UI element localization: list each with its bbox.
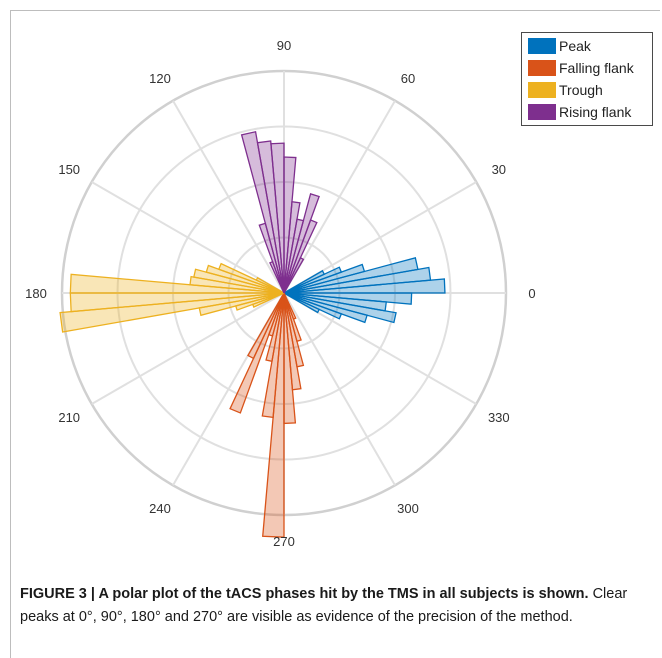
polar-plot: 0 30 60 90 120 150 180 210 240 270 300 330 <box>25 38 535 549</box>
histogram-bar <box>283 292 321 314</box>
histogram-bar <box>251 292 285 308</box>
histogram-bar <box>247 292 285 360</box>
angle-tick-label: 150 <box>58 162 80 177</box>
legend-item: Rising flank <box>528 102 631 122</box>
legend-label: Peak <box>559 38 591 54</box>
angle-tick-label: 270 <box>273 534 295 549</box>
figure-caption: FIGURE 3 | A polar plot of the tACS phas… <box>20 583 650 629</box>
angle-tick-label: 60 <box>401 71 415 86</box>
legend: Peak Falling flank Trough Rising flank <box>521 32 653 126</box>
legend-swatch <box>528 104 556 120</box>
grid-spoke <box>91 181 285 294</box>
histogram-bar <box>255 276 285 294</box>
grid-spoke <box>283 292 396 486</box>
legend-label: Falling flank <box>559 60 634 76</box>
histogram-bars <box>59 130 446 538</box>
angle-tick-label: 90 <box>277 38 291 53</box>
grid-spoke <box>172 100 285 294</box>
caption-rule <box>10 563 11 658</box>
angle-tick-label: 300 <box>397 501 419 516</box>
histogram-bar <box>283 292 297 320</box>
histogram-bar <box>283 269 326 294</box>
histogram-bar <box>269 260 285 294</box>
histogram-bar <box>283 256 305 294</box>
legend-item: Falling flank <box>528 58 634 78</box>
legend-swatch <box>528 60 556 76</box>
legend-label: Rising flank <box>559 104 632 120</box>
angle-tick-label: 0 <box>528 286 535 301</box>
angle-tick-labels: 0 30 60 90 120 150 180 210 240 270 300 330 <box>25 38 535 549</box>
angle-tick-label: 120 <box>149 71 171 86</box>
figure-frame <box>10 10 660 563</box>
caption-text: Clear peaks at 0°, 90°, 180° and 270° ar… <box>20 586 628 625</box>
legend-swatch <box>528 82 556 98</box>
angle-tick-label: 240 <box>149 501 171 516</box>
angle-tick-label: 180 <box>25 286 47 301</box>
angle-tick-label: 330 <box>488 410 510 425</box>
caption-label: FIGURE 3 | A polar plot of the tACS phas… <box>20 586 589 602</box>
angle-tick-label: 30 <box>492 162 506 177</box>
legend-label: Trough <box>559 82 603 98</box>
grid-spoke <box>91 292 285 405</box>
angle-tick-label: 210 <box>58 410 80 425</box>
legend-item: Peak <box>528 36 591 56</box>
legend-swatch <box>528 38 556 54</box>
legend-item: Trough <box>528 80 603 100</box>
